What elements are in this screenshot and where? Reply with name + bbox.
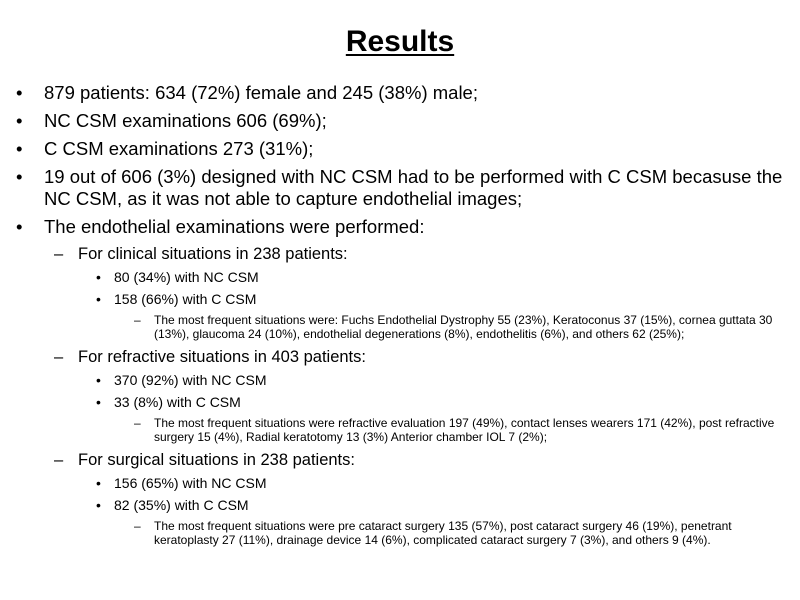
clinical-nc: • 80 (34%) with NC CSM [16, 269, 792, 286]
bullet-endothelial: • The endothelial examinations were perf… [16, 216, 792, 238]
sub-bullet-surgical: – For surgical situations in 238 patient… [16, 450, 792, 470]
clinical-detail: – The most frequent situations were: Fuc… [16, 313, 792, 341]
item-text: 370 (92%) with NC CSM [114, 372, 267, 388]
dash-icon: – [134, 519, 141, 533]
bullet-reassigned: • 19 out of 606 (3%) designed with NC CS… [16, 166, 792, 210]
item-text: 156 (65%) with NC CSM [114, 475, 267, 491]
dash-icon: – [134, 416, 141, 430]
sub-bullet-text: For clinical situations in 238 patients: [78, 245, 348, 263]
bullet-text: The endothelial examinations were perfor… [44, 216, 425, 237]
sub-bullet-refractive: – For refractive situations in 403 patie… [16, 347, 792, 367]
item-text: 82 (35%) with C CSM [114, 497, 249, 513]
surgical-c: • 82 (35%) with C CSM [16, 497, 792, 514]
bullet-dot-icon: • [96, 291, 101, 307]
bullet-dot-icon: • [96, 475, 101, 491]
surgical-detail: – The most frequent situations were pre … [16, 519, 792, 547]
dash-icon: – [134, 313, 141, 327]
bullet-dot-icon: • [16, 166, 23, 187]
dash-icon: – [54, 451, 64, 469]
bullet-dot-icon: • [16, 110, 23, 131]
item-text: 33 (8%) with C CSM [114, 394, 241, 410]
bullet-text: 19 out of 606 (3%) designed with NC CSM … [44, 166, 783, 209]
bullet-text: NC CSM examinations 606 (69%); [44, 110, 327, 131]
refractive-detail: – The most frequent situations were refr… [16, 416, 792, 444]
bullet-list: • 879 patients: 634 (72%) female and 245… [16, 82, 792, 553]
sub-bullet-text: For surgical situations in 238 patients: [78, 451, 355, 469]
bullet-text: 879 patients: 634 (72%) female and 245 (… [44, 82, 478, 103]
bullet-dot-icon: • [96, 497, 101, 513]
slide-title: Results [345, 25, 455, 58]
item-text: 80 (34%) with NC CSM [114, 269, 259, 285]
surgical-nc: • 156 (65%) with NC CSM [16, 475, 792, 492]
clinical-c: • 158 (66%) with C CSM [16, 291, 792, 308]
detail-text: The most frequent situations were pre ca… [154, 519, 732, 547]
bullet-dot-icon: • [96, 372, 101, 388]
bullet-dot-icon: • [96, 394, 101, 410]
bullet-patients: • 879 patients: 634 (72%) female and 245… [16, 82, 792, 104]
bullet-dot-icon: • [96, 269, 101, 285]
bullet-dot-icon: • [16, 138, 23, 159]
bullet-dot-icon: • [16, 216, 23, 237]
bullet-text: C CSM examinations 273 (31%); [44, 138, 314, 159]
dash-icon: – [54, 245, 64, 263]
bullet-c-csm: • C CSM examinations 273 (31%); [16, 138, 792, 160]
refractive-nc: • 370 (92%) with NC CSM [16, 372, 792, 389]
bullet-nc-csm: • NC CSM examinations 606 (69%); [16, 110, 792, 132]
dash-icon: – [54, 348, 64, 366]
sub-bullet-text: For refractive situations in 403 patient… [78, 348, 366, 366]
detail-text: The most frequent situations were: Fuchs… [154, 313, 773, 341]
item-text: 158 (66%) with C CSM [114, 291, 257, 307]
detail-text: The most frequent situations were refrac… [154, 416, 775, 444]
refractive-c: • 33 (8%) with C CSM [16, 394, 792, 411]
bullet-dot-icon: • [16, 82, 23, 103]
sub-bullet-clinical: – For clinical situations in 238 patient… [16, 244, 792, 264]
